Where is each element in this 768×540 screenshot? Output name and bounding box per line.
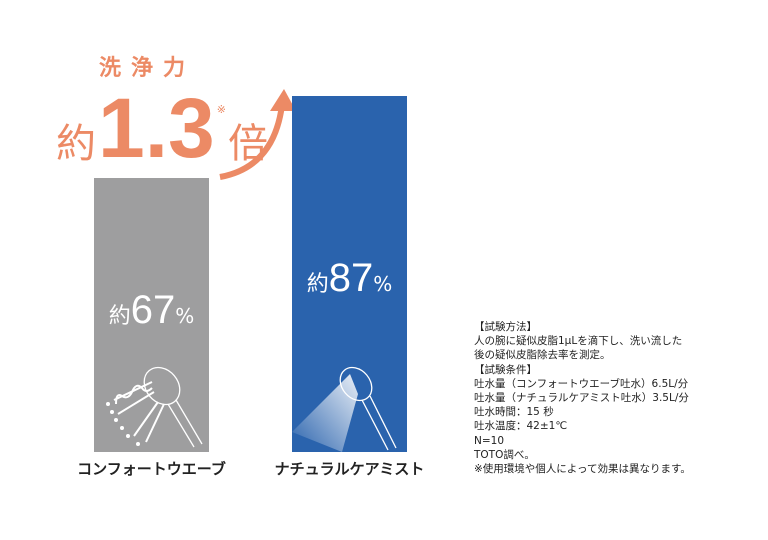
bar-value-unit: % (373, 272, 393, 297)
bar-1: 約87% (292, 96, 407, 452)
headline-row: 約 1.3 ※ 倍 (56, 86, 268, 170)
test-notes: 【試験方法】人の腕に疑似皮脂1μLを滴下し、洗い流した 後の疑似皮脂除去率を測定。… (474, 320, 691, 476)
headline-value: 1.3 (98, 81, 215, 175)
headline-prefix: 約 (56, 121, 96, 167)
bar-value-label: 約87% (292, 256, 407, 300)
shower-head-wave-spray-icon (106, 366, 203, 448)
headline-label: 洗浄力 (99, 56, 196, 81)
note-line: 吐水量（ナチュラルケアミスト吐水）3.5L/分 (474, 392, 689, 405)
note-line: 【試験条件】 (474, 363, 537, 376)
bar-value-unit: % (175, 303, 195, 328)
bar-value-prefix: 約 (306, 272, 329, 298)
bar-value-num: 67 (130, 287, 176, 332)
note-line: 吐水量（コンフォートウエーブ吐水）6.5L/分 (474, 377, 689, 390)
bar-0: 約67% (94, 177, 209, 452)
curved-arrow-up-icon (219, 89, 296, 180)
note-line: 吐水温度：42±1℃ (474, 420, 568, 433)
note-line: 後の疑似皮脂除去率を測定。 (474, 349, 611, 362)
bar-value-label: 約67% (94, 288, 209, 332)
shower-head-mist-spray-icon (292, 366, 397, 452)
category-label: コンフォートウエーブ (77, 460, 226, 478)
note-line: ※使用環境や個人によって効果は異なります。 (474, 463, 691, 476)
note-line: TOTO調べ。 (474, 448, 535, 461)
category-label: ナチュラルケアミスト (274, 460, 425, 478)
note-line: N=10 (474, 434, 505, 447)
note-line: 人の腕に疑似皮脂1μLを滴下し、洗い流した (474, 335, 683, 348)
bar-value-num: 87 (328, 256, 374, 301)
note-line: 吐水時間：15 秒 (474, 406, 554, 419)
bar-value-prefix: 約 (108, 303, 131, 329)
note-line: 【試験方法】 (474, 321, 537, 333)
headline-mark: ※ (216, 103, 226, 116)
